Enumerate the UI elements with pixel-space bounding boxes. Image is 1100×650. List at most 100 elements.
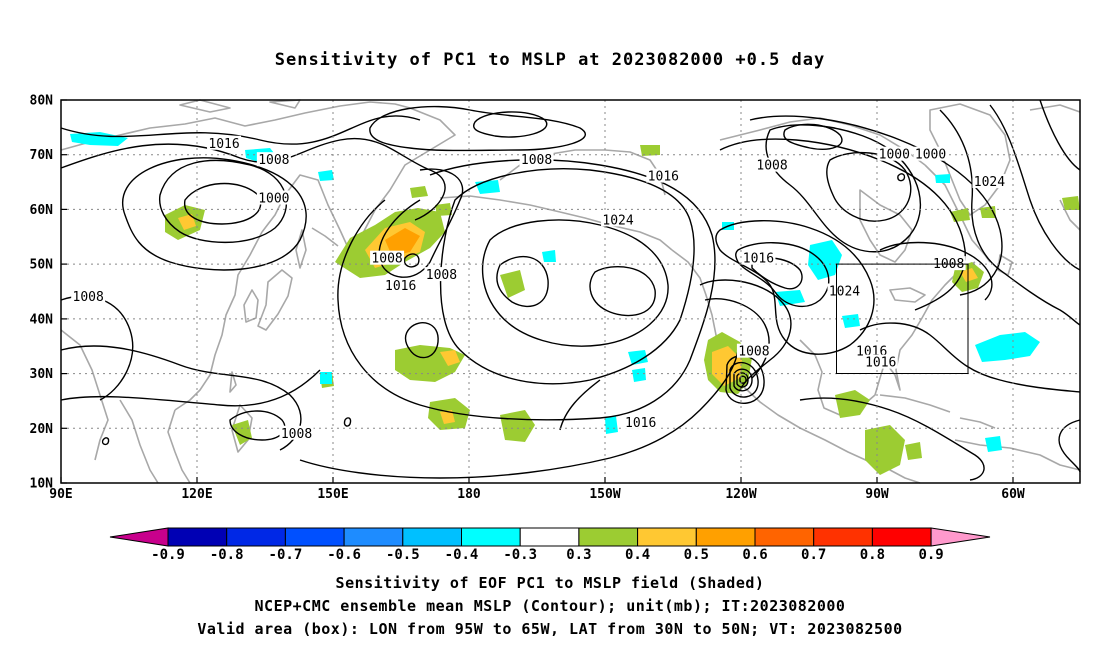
isobar-label-bg bbox=[424, 267, 459, 282]
lat-label: 20N bbox=[30, 422, 54, 437]
colorbar-cell bbox=[402, 527, 462, 547]
isobar-label-bg bbox=[383, 278, 418, 293]
footer-line-valid-area: Valid area (box): LON from 95W to 65W, L… bbox=[197, 620, 903, 638]
colorbar-label: -0.9 bbox=[151, 547, 185, 563]
lat-label: 70N bbox=[30, 148, 54, 163]
colorbar-labels: -0.9 -0.8 -0.7 -0.6 -0.5 -0.4 -0.3 0.3 0… bbox=[151, 547, 944, 563]
isobar-label: 1016 bbox=[625, 416, 656, 431]
map-title: Sensitivity of PC1 to MSLP at 2023082000… bbox=[274, 50, 826, 70]
isobar-label: 1016 bbox=[648, 170, 679, 185]
colorbar-cell bbox=[813, 527, 873, 547]
isobar-label: 1024 bbox=[829, 285, 860, 300]
isobar-label-bg bbox=[646, 168, 681, 183]
isobar-label: 1000 bbox=[879, 148, 910, 163]
lon-label: 120E bbox=[181, 487, 212, 502]
isobar-label-bg bbox=[755, 157, 790, 172]
axis-ticks bbox=[60, 99, 1014, 484]
lon-label: 150E bbox=[317, 487, 348, 502]
colorbar-label: 0.5 bbox=[684, 547, 709, 563]
colorbar-cell bbox=[930, 527, 991, 547]
lon-label: 90W bbox=[865, 487, 889, 502]
isobar-label: 1008 bbox=[426, 268, 457, 283]
isobar-label: 1000 bbox=[915, 148, 946, 163]
isobar-label: 1008 bbox=[371, 252, 402, 267]
longitude-labels: 90E 120E 150E 180 150W 120W 90W 60W bbox=[49, 487, 1025, 502]
lat-label: 80N bbox=[30, 94, 54, 109]
colorbar-label: 0.8 bbox=[860, 547, 885, 563]
isobar-label-bg bbox=[854, 343, 889, 358]
isobar-label: 1016 bbox=[208, 137, 239, 152]
isobar-label: 1016 bbox=[743, 252, 774, 267]
isobar-label-bg bbox=[736, 343, 771, 358]
isobar-label-bg bbox=[972, 174, 1007, 189]
isobar-label: 1024 bbox=[602, 213, 633, 228]
isobar-labels: 1016 1008 1000 1008 1008 1000 1000 1024 1016 1024… bbox=[71, 135, 1007, 442]
colorbar-label: -0.4 bbox=[445, 547, 479, 563]
isobar-label: 1008 bbox=[281, 427, 312, 442]
colorbar-cell bbox=[695, 527, 756, 547]
lat-label: 10N bbox=[30, 477, 54, 492]
lat-label: 30N bbox=[30, 367, 54, 382]
lon-label: 180 bbox=[457, 487, 481, 502]
colorbar-label: 0.4 bbox=[625, 547, 650, 563]
isobar-label-bg bbox=[877, 146, 912, 161]
isobar-label: 1024 bbox=[974, 175, 1005, 190]
colorbar-label: -0.8 bbox=[210, 547, 244, 563]
latitude-labels: 80N 70N 60N 50N 40N 30N 20N 10N bbox=[30, 94, 54, 492]
isobar-label-bg bbox=[863, 354, 898, 369]
colorbar-label: -0.7 bbox=[269, 547, 303, 563]
lon-label: 60W bbox=[1001, 487, 1025, 502]
colorbar-label: 0.7 bbox=[801, 547, 826, 563]
colorbar-cell bbox=[871, 527, 932, 547]
colorbar-cell bbox=[109, 527, 169, 547]
lon-label: 120W bbox=[725, 487, 756, 502]
lat-label: 60N bbox=[30, 203, 54, 218]
isobar-label: 1008 bbox=[258, 153, 289, 168]
isobar-label-bg bbox=[370, 250, 405, 265]
isobar-label: 1008 bbox=[521, 153, 552, 168]
lat-label: 40N bbox=[30, 312, 54, 327]
colorbar-cell bbox=[226, 527, 286, 547]
isobar-label-bg bbox=[827, 283, 862, 298]
isobar-label: 1016 bbox=[385, 279, 416, 294]
isobar-label-bg bbox=[256, 152, 291, 167]
footer-line-shading: Sensitivity of EOF PC1 to MSLP field (Sh… bbox=[335, 574, 765, 592]
isobar-label-bg bbox=[207, 135, 242, 150]
isobar-label: 1008 bbox=[738, 345, 769, 360]
lon-label: 90E bbox=[49, 487, 72, 502]
colorbar-cell bbox=[284, 527, 345, 547]
lat-label: 50N bbox=[30, 258, 54, 273]
colorbar-label: -0.3 bbox=[503, 547, 537, 563]
isobar-label-bg bbox=[741, 250, 776, 265]
map-border bbox=[60, 99, 1081, 484]
colorbar-label: 0.3 bbox=[566, 547, 591, 563]
isobar-label-bg bbox=[931, 256, 966, 271]
isobar-label-bg bbox=[256, 190, 291, 205]
isobar-label: 1008 bbox=[756, 159, 787, 174]
isobar-label-bg bbox=[279, 425, 314, 440]
sensitivity-shading bbox=[70, 132, 1080, 475]
colorbar-cell bbox=[461, 527, 521, 547]
colorbar-cell bbox=[343, 527, 404, 547]
isobar-label: 1016 bbox=[865, 356, 896, 371]
isobar-label: 1008 bbox=[73, 290, 104, 305]
isobar-label-bg bbox=[519, 152, 554, 167]
colorbar-cell bbox=[637, 527, 697, 547]
isobar-label: 1008 bbox=[933, 257, 964, 272]
coastlines bbox=[60, 99, 1081, 484]
isobar-label-bg bbox=[601, 212, 636, 227]
valid-area-box bbox=[836, 263, 969, 375]
graticule bbox=[61, 100, 1080, 483]
colorbar-label: -0.6 bbox=[327, 547, 361, 563]
isobar-label-bg bbox=[913, 146, 948, 161]
footer-line-contour: NCEP+CMC ensemble mean MSLP (Contour); u… bbox=[254, 597, 846, 615]
colorbar-label: 0.9 bbox=[918, 547, 943, 563]
colorbar-cell bbox=[578, 527, 639, 547]
colorbar-cell bbox=[519, 527, 580, 547]
lon-label: 150W bbox=[589, 487, 620, 502]
isobar-label-bg bbox=[71, 288, 106, 303]
isobar-label: 1000 bbox=[258, 191, 289, 206]
colorbar-cell bbox=[167, 527, 228, 547]
colorbar-label: 0.6 bbox=[742, 547, 767, 563]
